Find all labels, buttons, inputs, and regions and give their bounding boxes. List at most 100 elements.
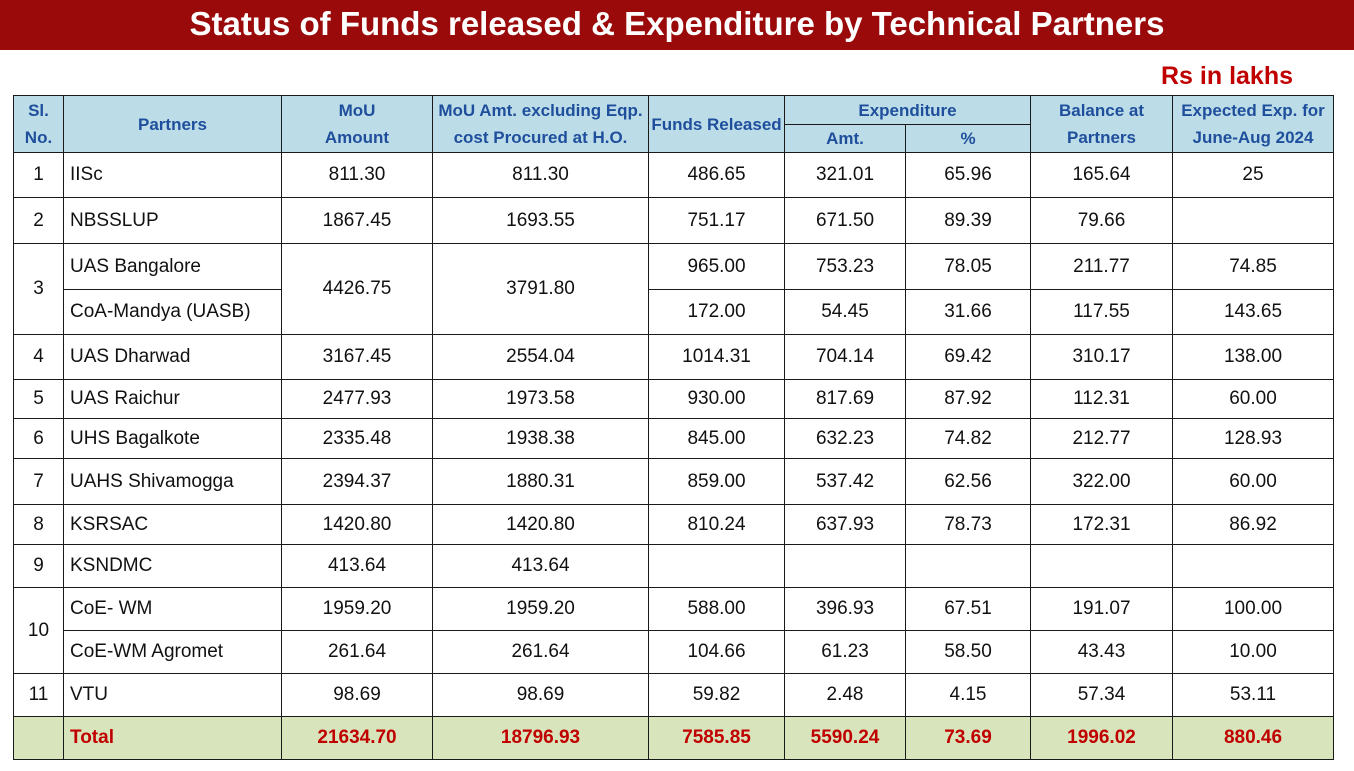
balance-cell: 322.00 <box>1030 458 1173 505</box>
expenditure-pct-cell: 31.66 <box>905 289 1031 335</box>
funds-released-cell: 930.00 <box>648 379 785 419</box>
table-row: 3 UAS Bangalore 4426.75 3791.80 965.00 753.23… <box>13 243 1334 335</box>
mou-excl-amount-cell: 1693.55 <box>432 197 649 244</box>
mou-amount-cell: 3167.45 <box>281 334 433 380</box>
table-row: 11 VTU 98.69 98.69 59.82 2.48 4.15 57.34 53.11 <box>13 673 1334 717</box>
mou-excl-amount-cell: 811.30 <box>432 152 649 198</box>
expected-exp-cell: 25 <box>1172 152 1334 198</box>
partner-name-cell: UAS Raichur <box>63 379 282 419</box>
funds-released-cell: 859.00 <box>648 458 785 505</box>
expected-exp-cell: 60.00 <box>1172 379 1334 419</box>
expenditure-pct-cell: 78.73 <box>905 504 1031 545</box>
partner-name-cell: KSNDMC <box>63 544 282 588</box>
expenditure-amt-cell: 396.93 <box>784 587 906 631</box>
expenditure-pct-cell: 74.82 <box>905 418 1031 459</box>
page-title: Status of Funds released & Expenditure b… <box>0 0 1354 50</box>
mou-amount-cell: 811.30 <box>281 152 433 198</box>
balance-cell: 212.77 <box>1030 418 1173 459</box>
expected-exp-cell: 74.85 <box>1172 243 1334 290</box>
mou-amount-cell: 261.64 <box>281 630 433 674</box>
total-amt-cell: 5590.24 <box>784 716 906 760</box>
header-slno: Sl. No. <box>13 95 64 153</box>
table-row: 5 UAS Raichur 2477.93 1973.58 930.00 817.69 87… <box>13 379 1334 419</box>
expenditure-pct-cell: 58.50 <box>905 630 1031 674</box>
balance-cell: 112.31 <box>1030 379 1173 419</box>
partner-name-cell: CoA-Mandya (UASB) <box>63 289 282 335</box>
balance-cell <box>1030 544 1173 588</box>
expected-exp-cell <box>1172 544 1334 588</box>
total-mou_excl-cell: 18796.93 <box>432 716 649 760</box>
total-mou-cell: 21634.70 <box>281 716 433 760</box>
funds-released-cell: 810.24 <box>648 504 785 545</box>
funds-released-cell: 104.66 <box>648 630 785 674</box>
partner-name-cell: NBSSLUP <box>63 197 282 244</box>
expected-exp-cell: 100.00 <box>1172 587 1334 631</box>
funds-released-cell: 1014.31 <box>648 334 785 380</box>
expected-exp-cell: 86.92 <box>1172 504 1334 545</box>
funds-released-cell: 588.00 <box>648 587 785 631</box>
total-balance-cell: 1996.02 <box>1030 716 1173 760</box>
header-balance: Balance at Partners <box>1030 95 1173 153</box>
mou-excl-amount-cell: 98.69 <box>432 673 649 717</box>
balance-cell: 165.64 <box>1030 152 1173 198</box>
expenditure-pct-cell: 65.96 <box>905 152 1031 198</box>
expected-exp-cell: 10.00 <box>1172 630 1334 674</box>
balance-cell: 57.34 <box>1030 673 1173 717</box>
partner-name-cell: IISc <box>63 152 282 198</box>
expenditure-amt-cell: 817.69 <box>784 379 906 419</box>
total-pct-cell: 73.69 <box>905 716 1031 760</box>
balance-cell: 211.77 <box>1030 243 1173 290</box>
total-blank-cell <box>13 716 64 760</box>
sl-no-cell: 4 <box>13 334 64 380</box>
mou-excl-amount-cell: 261.64 <box>432 630 649 674</box>
mou-excl-amount-cell: 1938.38 <box>432 418 649 459</box>
sl-no-cell: 7 <box>13 458 64 505</box>
expenditure-pct-cell: 62.56 <box>905 458 1031 505</box>
mou-amount-cell: 1420.80 <box>281 504 433 545</box>
partner-name-cell: VTU <box>63 673 282 717</box>
table-row: 8 KSRSAC 1420.80 1420.80 810.24 637.93 78.73 17… <box>13 504 1334 545</box>
sl-no-cell: 2 <box>13 197 64 244</box>
header-exp-pct: % <box>905 124 1031 153</box>
funds-released-cell: 965.00 <box>648 243 785 290</box>
balance-cell: 310.17 <box>1030 334 1173 380</box>
mou-amount-cell: 1959.20 <box>281 587 433 631</box>
table-row: 1 IISc 811.30 811.30 486.65 321.01 65.96 165.64… <box>13 152 1334 198</box>
expenditure-pct-cell <box>905 544 1031 588</box>
mou-excl-amount-cell: 1959.20 <box>432 587 649 631</box>
mou-excl-amount-cell: 1880.31 <box>432 458 649 505</box>
sl-no-cell: 9 <box>13 544 64 588</box>
balance-cell: 172.31 <box>1030 504 1173 545</box>
partner-name-cell: UAS Bangalore <box>63 243 282 290</box>
expenditure-amt-cell <box>784 544 906 588</box>
header-mou-amount: MoU Amount <box>281 95 433 153</box>
expected-exp-cell: 143.65 <box>1172 289 1334 335</box>
header-mou-excluding: MoU Amt. excluding Eqp. cost Procured at… <box>432 95 649 153</box>
total-expected-cell: 880.46 <box>1172 716 1334 760</box>
partner-name-cell: UAHS Shivamogga <box>63 458 282 505</box>
sl-no-cell: 3 <box>13 243 64 335</box>
expenditure-pct-cell: 89.39 <box>905 197 1031 244</box>
total-funds-cell: 7585.85 <box>648 716 785 760</box>
mou-amount-cell: 413.64 <box>281 544 433 588</box>
mou-excl-amount-cell: 1420.80 <box>432 504 649 545</box>
expenditure-amt-cell: 54.45 <box>784 289 906 335</box>
header-partners: Partners <box>63 95 282 153</box>
expected-exp-cell: 53.11 <box>1172 673 1334 717</box>
funds-released-cell: 172.00 <box>648 289 785 335</box>
partner-name-cell: KSRSAC <box>63 504 282 545</box>
expenditure-pct-cell: 78.05 <box>905 243 1031 290</box>
mou-excl-amount-cell: 2554.04 <box>432 334 649 380</box>
table-row: 2 NBSSLUP 1867.45 1693.55 751.17 671.50 89.39 7… <box>13 197 1334 244</box>
mou-excl-amount-cell: 413.64 <box>432 544 649 588</box>
mou-amount-cell: 4426.75 <box>281 243 433 335</box>
expenditure-pct-cell: 4.15 <box>905 673 1031 717</box>
sl-no-cell: 8 <box>13 504 64 545</box>
expected-exp-cell: 138.00 <box>1172 334 1334 380</box>
partner-name-cell: UHS Bagalkote <box>63 418 282 459</box>
funds-released-cell: 486.65 <box>648 152 785 198</box>
funds-released-cell: 751.17 <box>648 197 785 244</box>
mou-amount-cell: 1867.45 <box>281 197 433 244</box>
expected-exp-cell: 128.93 <box>1172 418 1334 459</box>
sl-no-cell: 10 <box>13 587 64 674</box>
